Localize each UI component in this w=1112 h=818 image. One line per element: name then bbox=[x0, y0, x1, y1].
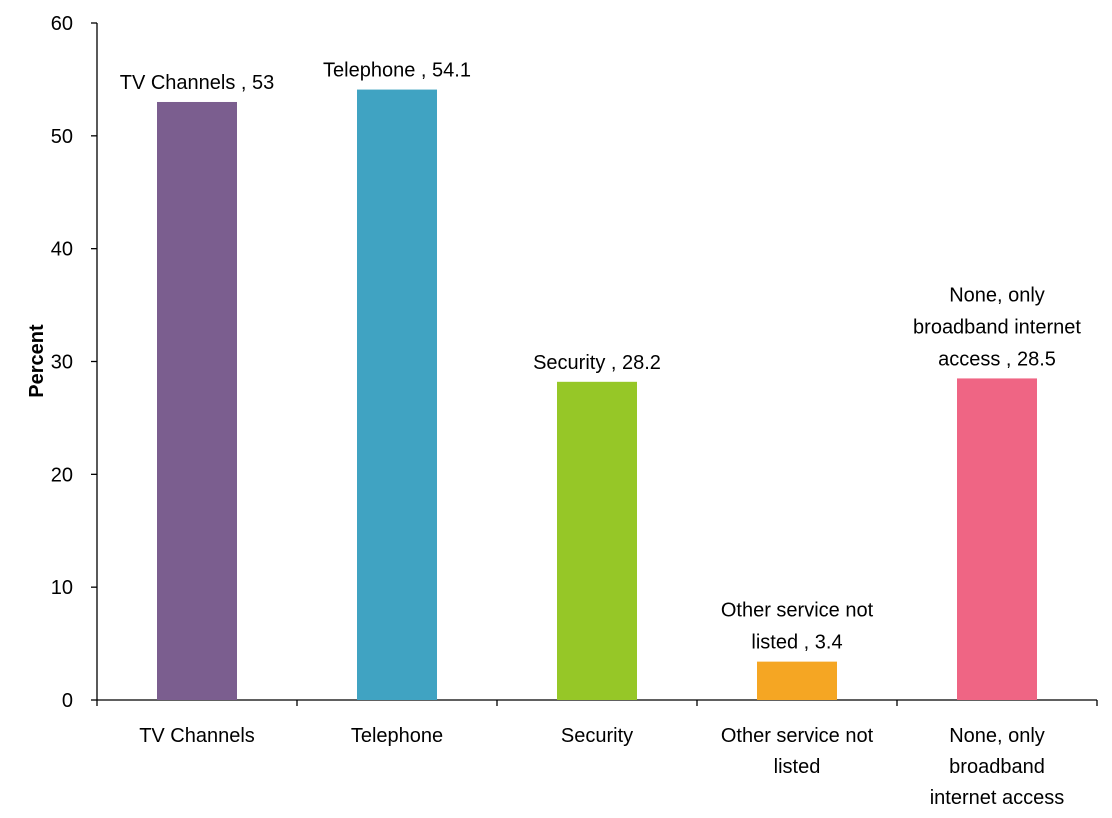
data-label: TV Channels , 53 bbox=[120, 72, 275, 94]
x-tick-label: Security bbox=[561, 725, 633, 747]
y-tick-label: 0 bbox=[62, 690, 73, 712]
y-tick-label: 30 bbox=[51, 352, 73, 374]
y-tick-label: 20 bbox=[51, 464, 73, 486]
x-axis bbox=[96, 699, 1098, 706]
data-label: Telephone , 54.1 bbox=[323, 60, 471, 82]
y-tick-label: 40 bbox=[51, 239, 73, 261]
data-label: None, only broadband internet access , 28.… bbox=[913, 284, 1081, 370]
data-labels: TV Channels , 53 Telephone , 54.1 Security… bbox=[120, 60, 1082, 654]
data-label: Security , 28.2 bbox=[533, 352, 661, 374]
bar bbox=[957, 378, 1037, 700]
y-tick-label: 50 bbox=[51, 126, 73, 148]
x-tick-label: Other service not listed bbox=[721, 725, 874, 778]
y-axis-title: Percent bbox=[26, 324, 48, 398]
bar bbox=[757, 661, 837, 700]
data-label: Other service not listed , 3.4 bbox=[721, 600, 874, 654]
bar bbox=[357, 89, 437, 701]
y-tick-label: 60 bbox=[51, 13, 73, 35]
bar bbox=[557, 381, 637, 700]
bar bbox=[157, 101, 237, 700]
y-axis: 0 10 20 30 40 50 60 bbox=[51, 13, 98, 712]
bars bbox=[157, 89, 1037, 701]
category-labels: TV Channels Telephone Security Other servic… bbox=[139, 725, 1064, 809]
x-tick-label: TV Channels bbox=[139, 725, 255, 747]
x-tick-label: None, only broadband internet access bbox=[930, 725, 1065, 809]
y-tick-label: 10 bbox=[51, 577, 73, 599]
x-tick-label: Telephone bbox=[351, 725, 443, 747]
